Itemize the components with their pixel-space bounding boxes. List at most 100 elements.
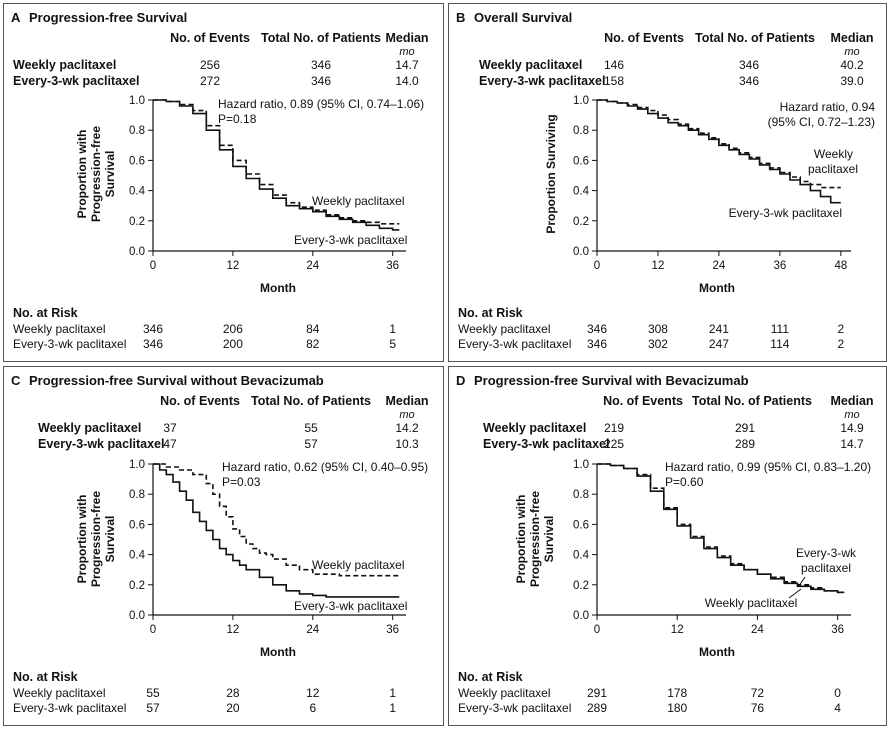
panel-a-letter: A <box>11 10 21 25</box>
panel-d-y-tick-label: 0.8 <box>573 489 589 501</box>
panel-a-group-weekly: Weekly paclitaxel <box>13 58 116 72</box>
panel-c-curve-weekly <box>153 463 400 577</box>
panel-c-risk-value: 20 <box>226 701 240 715</box>
panel-d-y-label: Proportion with <box>514 495 528 584</box>
panel-d-curve-weekly <box>597 463 845 594</box>
panel-c-risk-value: 55 <box>146 686 160 700</box>
panel-d-median-header: Median <box>830 394 873 408</box>
panel-b-risk-value: 247 <box>709 337 729 351</box>
panel-a-risk-value: 82 <box>306 337 320 351</box>
panel-b-risk-group-3wk: Every-3-wk paclitaxel <box>458 337 571 351</box>
panel-c-risk-group-3wk: Every-3-wk paclitaxel <box>13 701 126 715</box>
panel-d-events-weekly: 219 <box>604 421 624 435</box>
panel-b-letter: B <box>456 10 465 25</box>
panel-d-plot: 0.0 0.2 0.4 0.6 0.8 1.0 0 12 24 36 Proportion with… <box>514 459 851 715</box>
panel-d-title: Progression-free Survival with Bevacizum… <box>474 373 749 388</box>
panel-d-x-tick-label: 24 <box>751 624 764 636</box>
panel-c-risk-value: 1 <box>389 701 396 715</box>
panel-b-risk-title: No. at Risk <box>458 306 523 320</box>
panel-a-risk-value: 1 <box>389 322 396 336</box>
panel-c-y-tick-label: 1.0 <box>129 459 145 471</box>
panel-c-hazard-ratio: Hazard ratio, 0.62 (95% CI, 0.40–0.95) <box>222 460 428 474</box>
panel-d-risk-value: 180 <box>667 701 687 715</box>
panel-b-x-tick-label: 0 <box>594 260 600 272</box>
panel-d: D Progression-free Survival with Bevaciz… <box>448 366 887 726</box>
panel-c-events-header: No. of Events <box>160 394 240 408</box>
panel-a-p-value: P=0.18 <box>218 112 257 126</box>
panel-a-label-3wk: Every-3-wk paclitaxel <box>294 233 407 247</box>
panel-d-label-weekly: Weekly paclitaxel <box>705 596 797 610</box>
panel-b-svg: B Overall Survival No. of Events Total N… <box>456 10 876 351</box>
panel-a-x-tick-label: 36 <box>386 260 399 272</box>
panel-d-events-3wk: 225 <box>604 437 624 451</box>
panel-b-x-label: Month <box>699 281 735 295</box>
panel-a-risk-title: No. at Risk <box>13 306 78 320</box>
panel-d-y-tick-label: 0.2 <box>573 580 589 592</box>
panel-b-x-tick-label: 24 <box>713 260 726 272</box>
panel-d-risk-value: 291 <box>587 686 607 700</box>
panel-c-y-tick-label: 0.0 <box>129 610 145 622</box>
panel-b-group-3wk: Every-3-wk paclitaxel <box>479 74 605 88</box>
panel-b-risk-value: 111 <box>771 322 790 336</box>
panel-c-y-label: Proportion with <box>75 495 89 584</box>
panel-a-y-label: Proportion with <box>75 130 89 219</box>
panel-a-risk-value: 206 <box>223 322 243 336</box>
panel-d-patients-weekly: 291 <box>735 421 755 435</box>
panel-a-risk-group-3wk: Every-3-wk paclitaxel <box>13 337 126 351</box>
panel-d-y-label: Survival <box>542 516 556 563</box>
panel-a-x-tick-label: 24 <box>306 260 319 272</box>
panel-d-events-header: No. of Events <box>603 394 683 408</box>
panel-b-group-weekly: Weekly paclitaxel <box>479 58 582 72</box>
panel-c-x-tick-label: 0 <box>150 624 156 636</box>
panel-a-risk-value: 346 <box>143 322 163 336</box>
panel-c-patients-header: Total No. of Patients <box>251 394 371 408</box>
panel-b-y-tick-label: 0.8 <box>573 125 589 137</box>
panel-d-x-tick-label: 12 <box>671 624 684 636</box>
panel-b-plot: 0.0 0.2 0.4 0.6 0.8 1.0 0 12 24 36 48 Proportion Su… <box>544 95 851 351</box>
panel-a-y-tick-label: 0.4 <box>129 186 146 198</box>
panel-c-risk-value: 6 <box>309 701 316 715</box>
panel-a-median-unit: mo <box>399 46 414 58</box>
panel-a-risk-group-weekly: Weekly paclitaxel <box>13 322 105 336</box>
panel-d-p-value: P=0.60 <box>665 475 704 489</box>
panel-d-leader-3wk <box>798 576 806 587</box>
panel-b-risk-value: 308 <box>648 322 668 336</box>
panel-a-title: Progression-free Survival <box>29 10 187 25</box>
panel-c-y-label: Survival <box>103 516 117 563</box>
panel-a-y-tick-label: 0.0 <box>129 246 145 258</box>
panel-d-y-tick-label: 1.0 <box>573 459 589 471</box>
panel-d-patients-header: Total No. of Patients <box>692 394 812 408</box>
panel-b-x-tick-label: 48 <box>834 260 847 272</box>
panel-c-y-tick-label: 0.6 <box>129 519 145 531</box>
panel-b-y-tick-label: 0.4 <box>573 186 590 198</box>
panel-c-events-3wk: 47 <box>163 437 177 451</box>
panel-d-group-weekly: Weekly paclitaxel <box>483 421 586 435</box>
panel-d-curve-every-3-wk <box>597 463 845 594</box>
panel-a-median-header: Median <box>385 31 428 45</box>
panel-a-group-3wk: Every-3-wk paclitaxel <box>13 74 139 88</box>
panel-d-risk-value: 178 <box>667 686 687 700</box>
panel-d-group-3wk: Every-3-wk paclitaxel <box>483 437 609 451</box>
panel-b-hazard-ratio: Hazard ratio, 0.94 <box>780 100 876 114</box>
panel-a-y-tick-label: 0.8 <box>129 125 145 137</box>
panel-b: B Overall Survival No. of Events Total N… <box>448 3 887 362</box>
panel-a-y-tick-label: 0.6 <box>129 155 145 167</box>
panel-d-y-tick-label: 0.0 <box>573 610 589 622</box>
panel-b-median-header: Median <box>830 31 873 45</box>
panel-a-hazard-ratio: Hazard ratio, 0.89 (95% CI, 0.74–1.06) <box>218 97 424 111</box>
panel-c-y-tick-label: 0.4 <box>129 550 146 562</box>
panel-d-letter: D <box>456 373 465 388</box>
panel-d-y-label: Progression-free <box>528 491 542 587</box>
panel-d-y-tick-label: 0.4 <box>573 550 590 562</box>
panel-c-svg: C Progression-free Survival without Beva… <box>11 373 429 715</box>
panel-c-group-3wk: Every-3-wk paclitaxel <box>38 437 164 451</box>
panel-a-events-weekly: 256 <box>200 58 220 72</box>
panel-a-curve-every-3-wk <box>153 99 400 231</box>
panel-d-svg: D Progression-free Survival with Bevaciz… <box>456 373 874 715</box>
panel-a-patients-3wk: 346 <box>311 74 331 88</box>
panel-a-x-tick-label: 12 <box>226 260 239 272</box>
panel-a-patients-header: Total No. of Patients <box>261 31 381 45</box>
panel-c-risk-value: 12 <box>306 686 320 700</box>
panel-b-risk-value: 114 <box>770 337 789 351</box>
panel-c-x-label: Month <box>260 645 296 659</box>
